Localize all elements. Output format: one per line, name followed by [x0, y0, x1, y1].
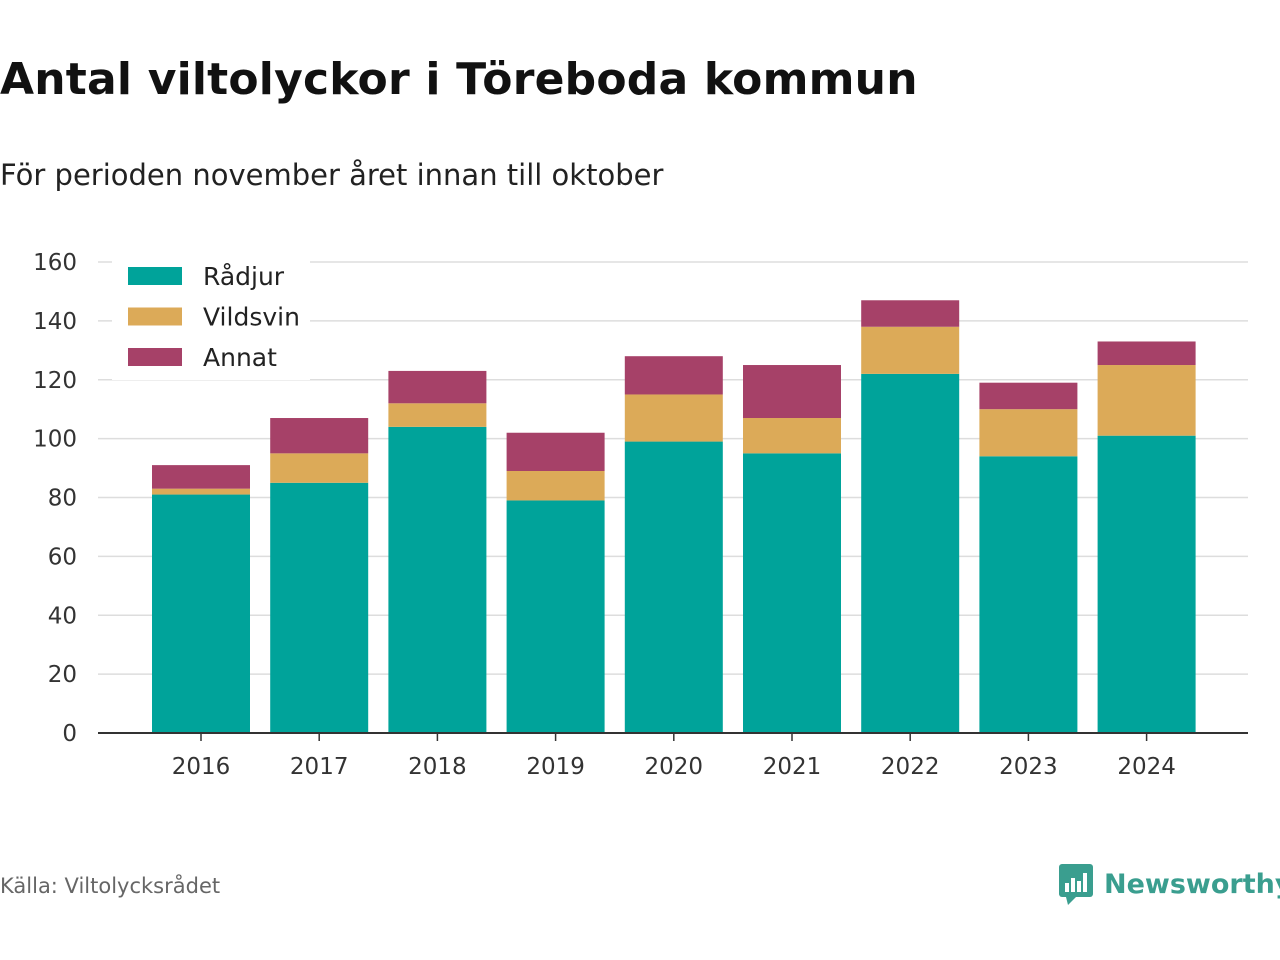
x-tick-label: 2024 [1117, 754, 1176, 780]
bar-segment[interactable] [743, 418, 841, 454]
bar-segment[interactable] [506, 500, 605, 733]
bar-segment[interactable] [270, 482, 369, 733]
axes: 0 20 40 60 80 100 120 140 160 2016 2017 2018 2019 202… [33, 250, 1248, 780]
bar-segment[interactable] [1097, 341, 1196, 366]
bar-segment[interactable] [506, 432, 605, 472]
bar-segment[interactable] [152, 488, 250, 495]
x-tick-label: 2020 [645, 754, 704, 780]
y-tick-label: 120 [33, 368, 77, 394]
bar-segment[interactable] [270, 453, 369, 483]
bar-segment[interactable] [861, 373, 960, 733]
x-tick-label: 2019 [526, 754, 585, 780]
bar-segment[interactable] [270, 418, 369, 454]
x-tick-label: 2021 [763, 754, 822, 780]
bar-segment[interactable] [861, 326, 960, 374]
x-tick-label: 2018 [408, 754, 467, 780]
legend-swatch[interactable] [128, 267, 182, 285]
legend-swatch[interactable] [128, 307, 182, 326]
source-note: Källa: Viltolycksrådet [0, 874, 221, 898]
bar-segment[interactable] [506, 471, 605, 501]
bar-segment[interactable] [743, 453, 841, 733]
chart-title: Antal viltolyckor i Töreboda kommun [0, 54, 918, 105]
legend-swatch[interactable] [128, 348, 182, 366]
x-tick-label: 2016 [172, 754, 231, 780]
legend-label[interactable]: Annat [203, 343, 277, 372]
brand-logo[interactable]: Newsworthy [1058, 862, 1280, 906]
brand-name: Newsworthy [1104, 868, 1280, 900]
x-tick-label: 2022 [881, 754, 940, 780]
legend-label[interactable]: Vildsvin [203, 303, 300, 332]
x-tick-label: 2023 [999, 754, 1058, 780]
y-tick-label: 80 [48, 486, 77, 512]
bar-segment[interactable] [979, 409, 1078, 457]
bar-segment[interactable] [1097, 365, 1196, 436]
y-tick-label: 100 [33, 427, 77, 453]
bar-segment[interactable] [979, 382, 1078, 410]
bar-segment[interactable] [388, 370, 487, 404]
bar-segment[interactable] [743, 365, 841, 419]
bar-segment[interactable] [861, 300, 960, 327]
chart-subtitle: För perioden november året innan till ok… [0, 158, 664, 192]
bar-segment[interactable] [624, 394, 723, 442]
bar-segment[interactable] [1097, 435, 1196, 733]
y-tick-label: 60 [48, 544, 77, 570]
bars [152, 300, 1196, 733]
bar-segment[interactable] [388, 403, 487, 427]
legend: Rådjur Vildsvin Annat [112, 258, 310, 380]
x-tick-label: 2017 [290, 754, 349, 780]
y-tick-label: 0 [62, 721, 77, 747]
y-tick-label: 20 [48, 662, 77, 688]
bar-segment[interactable] [624, 441, 723, 733]
y-tick-label: 40 [48, 603, 77, 629]
bar-segment[interactable] [152, 465, 250, 489]
bar-segment[interactable] [152, 494, 250, 733]
legend-label[interactable]: Rådjur [203, 262, 285, 291]
newsworthy-logo-icon [1059, 864, 1093, 905]
chart: 0 20 40 60 80 100 120 140 160 2016 2017 2018 2019 202… [33, 250, 1248, 780]
y-tick-label: 160 [33, 250, 77, 276]
bar-segment[interactable] [979, 456, 1078, 733]
bar-segment[interactable] [388, 426, 487, 733]
y-tick-label: 140 [33, 309, 77, 335]
bar-segment[interactable] [624, 356, 723, 395]
